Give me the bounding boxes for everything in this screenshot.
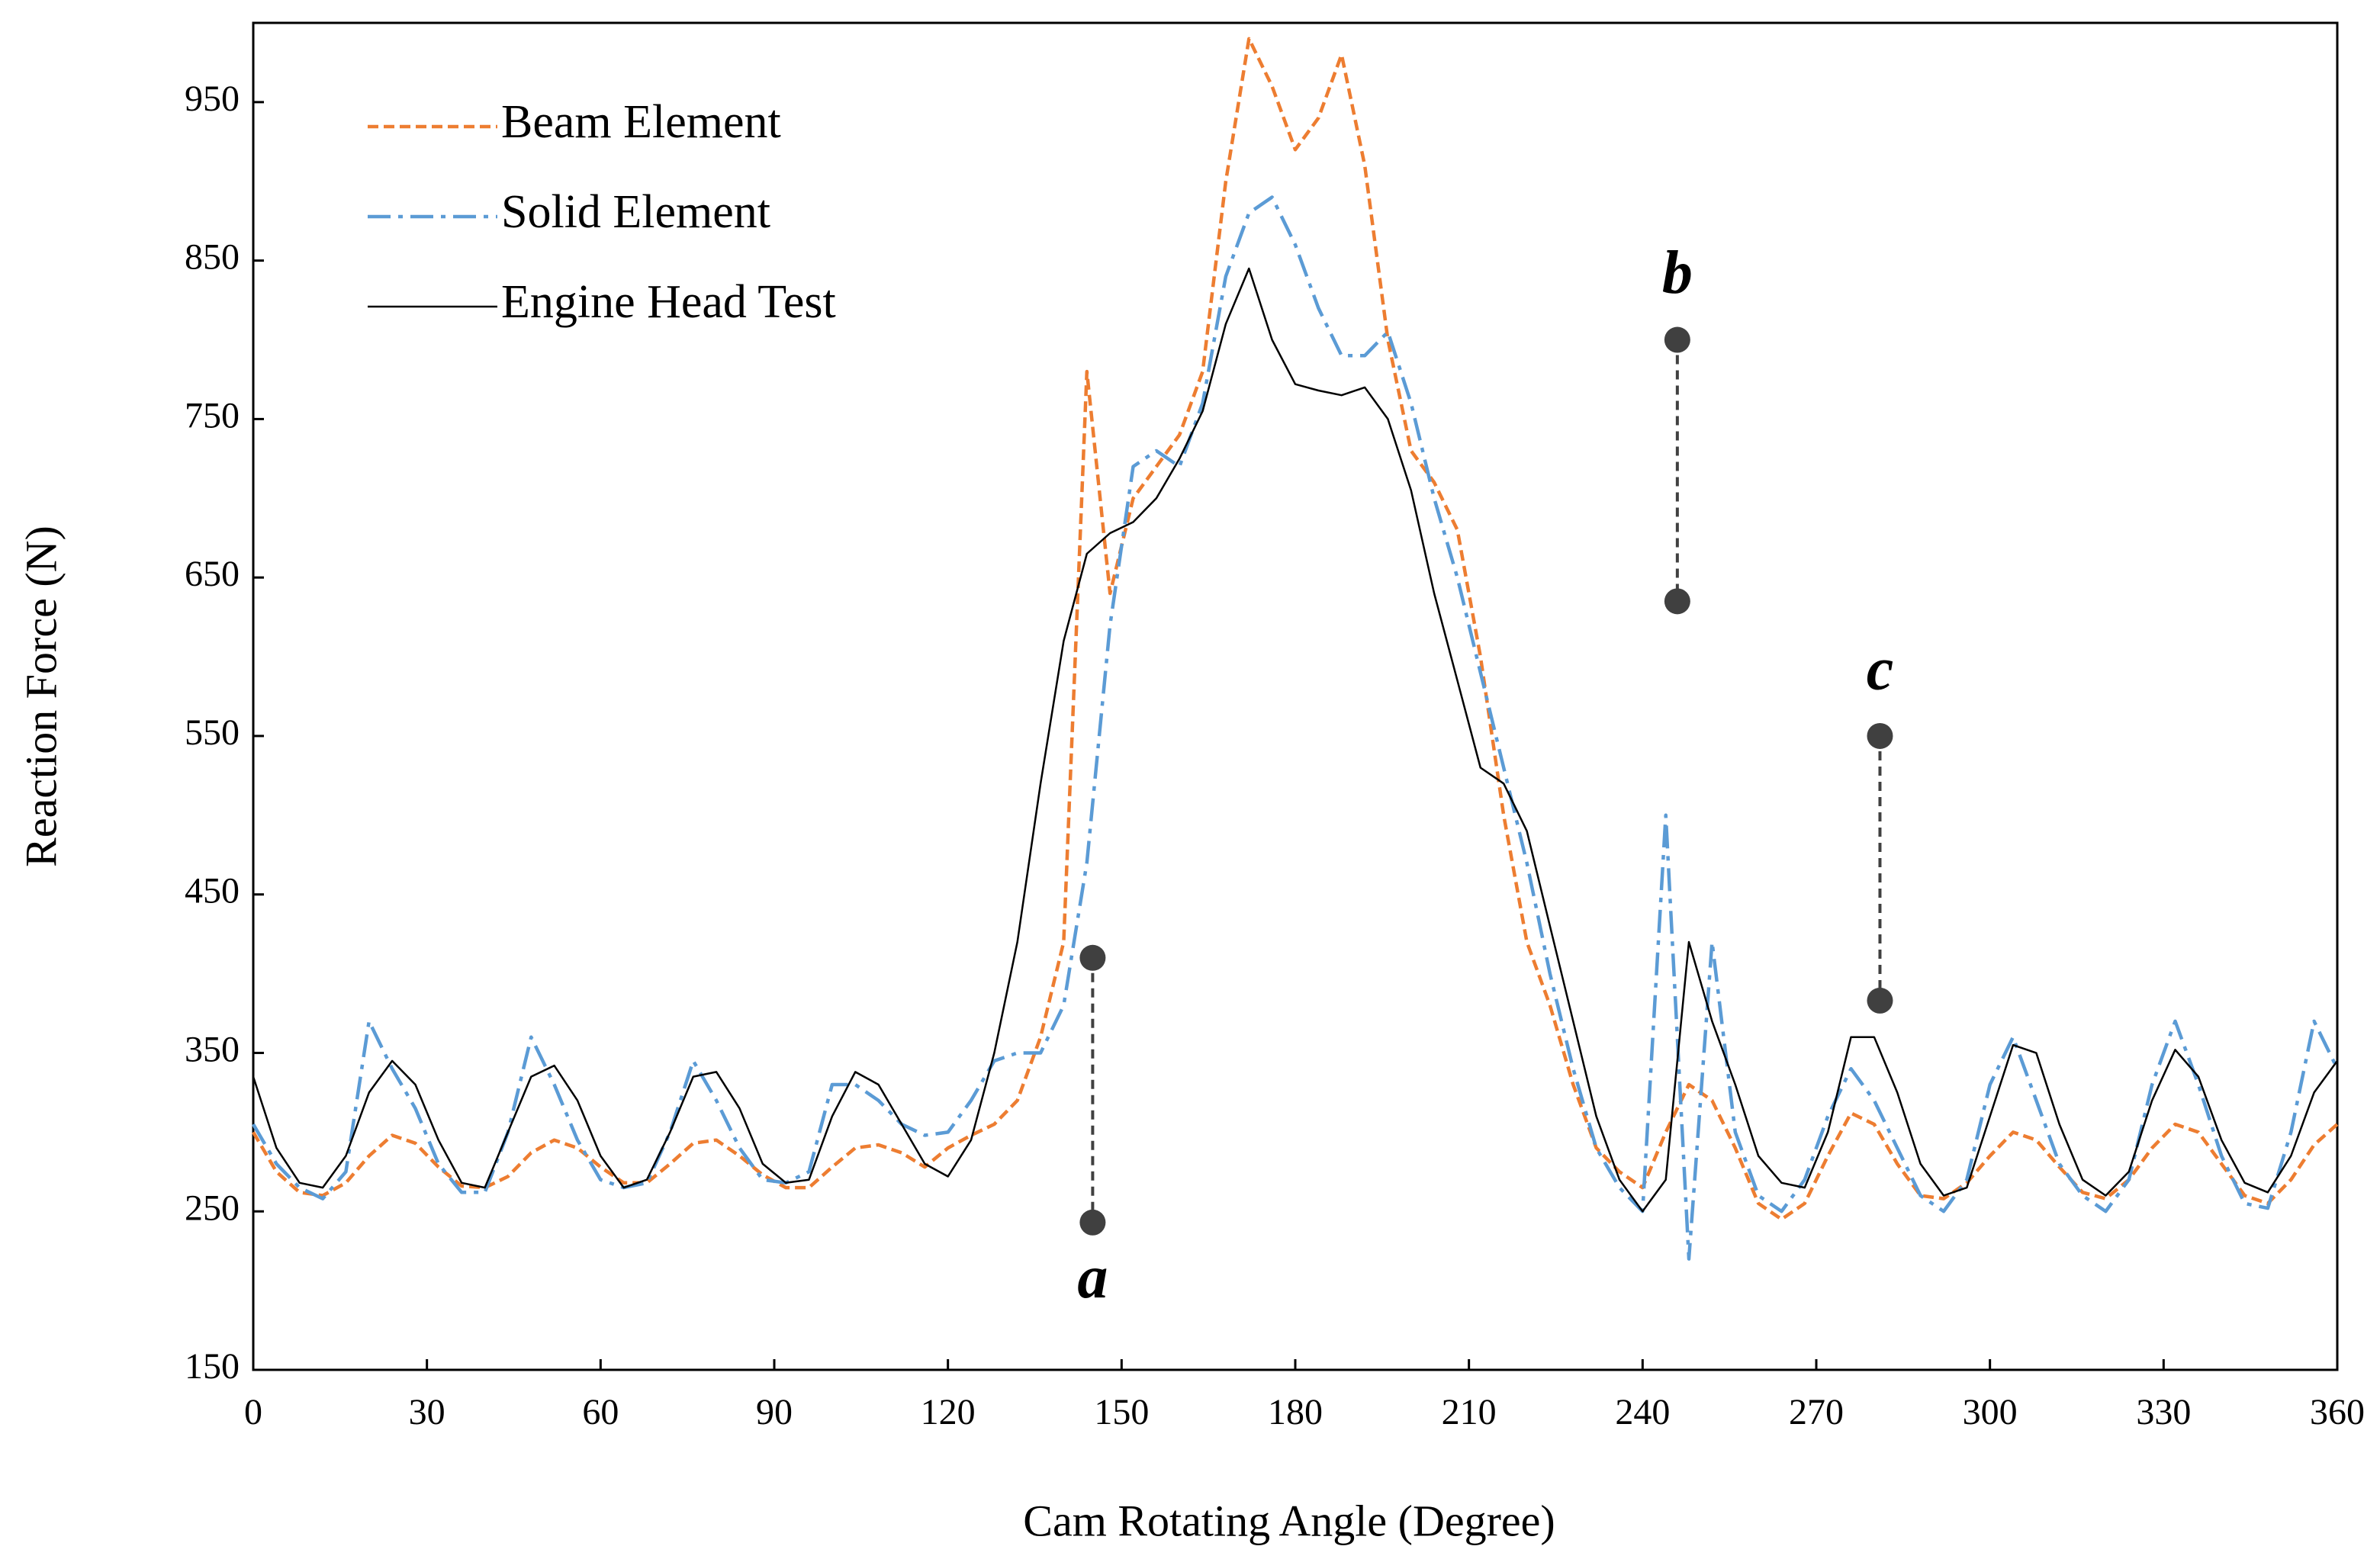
y-tick-label: 850: [185, 237, 240, 278]
legend-label: Solid Element: [501, 186, 770, 238]
annotation-point: [1664, 326, 1690, 353]
legend-label: Beam Element: [501, 96, 781, 148]
x-tick-label: 120: [921, 1392, 976, 1432]
y-tick-label: 150: [185, 1346, 240, 1387]
y-tick-label: 450: [185, 871, 240, 911]
x-tick-label: 330: [2136, 1392, 2191, 1432]
x-tick-label: 210: [1442, 1392, 1497, 1432]
x-tick-label: 270: [1789, 1392, 1844, 1432]
x-tick-label: 60: [582, 1392, 619, 1432]
y-tick-label: 750: [185, 395, 240, 436]
annotation-label: b: [1662, 239, 1693, 307]
y-tick-label: 250: [185, 1188, 240, 1228]
annotation-point: [1079, 1209, 1106, 1236]
series-line: [252, 37, 2339, 1221]
legend-label: Engine Head Test: [501, 276, 836, 328]
annotation-point: [1867, 987, 1893, 1014]
y-tick-label: 350: [185, 1029, 240, 1069]
annotation-label: c: [1867, 635, 1894, 702]
y-tick-label: 550: [185, 712, 240, 753]
x-tick-label: 90: [756, 1392, 793, 1432]
series-line: [252, 195, 2340, 1261]
y-tick-label: 950: [185, 79, 240, 119]
x-tick-label: 180: [1268, 1392, 1323, 1432]
y-axis-title: Reaction Force (N): [16, 526, 66, 867]
x-tick-label: 300: [1963, 1392, 2018, 1432]
x-tick-label: 240: [1615, 1392, 1670, 1432]
x-axis-title: Cam Rotating Angle (Degree): [1023, 1496, 1555, 1545]
series-line: [252, 267, 2339, 1213]
annotation-point: [1664, 588, 1690, 615]
annotation-label: a: [1077, 1244, 1108, 1311]
annotation-point: [1867, 722, 1893, 749]
x-tick-label: 0: [244, 1392, 262, 1432]
y-tick-label: 650: [185, 554, 240, 594]
x-tick-label: 30: [409, 1392, 445, 1432]
x-tick-label: 150: [1094, 1392, 1149, 1432]
annotation-point: [1079, 944, 1106, 971]
x-tick-label: 360: [2310, 1392, 2365, 1432]
